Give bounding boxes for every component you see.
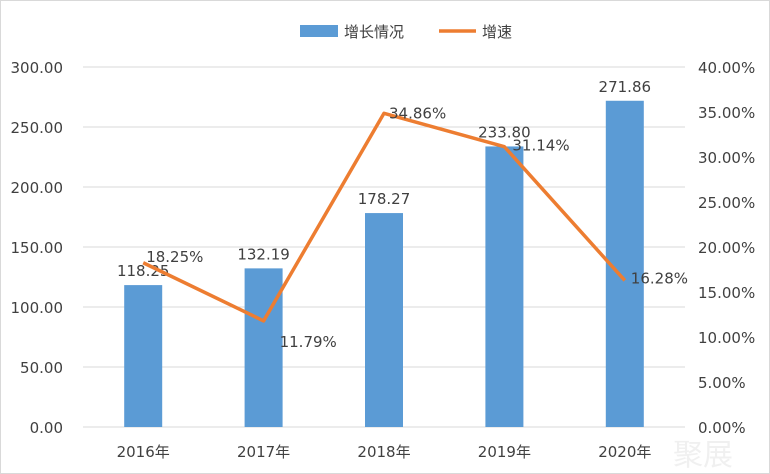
line-data-label: 11.79%	[280, 333, 337, 351]
left-tick-label: 250.00	[11, 119, 64, 137]
growth-line	[142, 111, 627, 323]
left-tick-label: 200.00	[11, 179, 64, 197]
bar-data-label: 233.80	[478, 123, 531, 141]
bar	[365, 213, 403, 427]
bar-data-label: 178.27	[358, 190, 411, 208]
x-tick-label: 2016年	[117, 443, 170, 461]
right-tick-label: 20.00%	[698, 239, 755, 257]
bar-data-label: 271.86	[599, 78, 652, 96]
right-tick-label: 25.00%	[698, 194, 755, 212]
right-tick-label: 0.00%	[698, 419, 746, 437]
bar	[485, 146, 524, 427]
watermark: 聚展	[673, 438, 733, 473]
x-tick-label: 2020年	[598, 443, 651, 461]
right-tick-label: 30.00%	[698, 149, 755, 167]
x-tick-label: 2019年	[478, 443, 531, 461]
x-tick-label: 2018年	[357, 443, 410, 461]
line-data-label: 16.28%	[631, 269, 688, 287]
bar	[244, 268, 283, 427]
right-tick-label: 35.00%	[698, 104, 755, 122]
right-tick-label: 5.00%	[698, 374, 746, 392]
bar	[124, 285, 163, 427]
right-tick-label: 15.00%	[698, 284, 755, 302]
bar-data-label: 132.19	[237, 245, 290, 263]
legend-bar-label: 增长情况	[344, 23, 404, 41]
bar-data-label: 118.25	[117, 262, 170, 280]
line-data-label: 31.14%	[512, 137, 569, 155]
right-tick-label: 10.00%	[698, 329, 755, 347]
left-tick-label: 0.00	[30, 419, 63, 437]
right-tick-label: 40.00%	[698, 59, 755, 77]
legend-line-label: 增速	[482, 23, 512, 41]
line-data-label: 34.86%	[389, 104, 446, 122]
left-tick-label: 50.00	[20, 359, 63, 377]
legend-bar-swatch	[300, 25, 338, 37]
line-data-label: 18.25%	[146, 248, 203, 266]
left-tick-label: 150.00	[11, 239, 64, 257]
left-tick-label: 100.00	[11, 299, 64, 317]
left-tick-label: 300.00	[11, 59, 64, 77]
x-tick-label: 2017年	[237, 443, 290, 461]
